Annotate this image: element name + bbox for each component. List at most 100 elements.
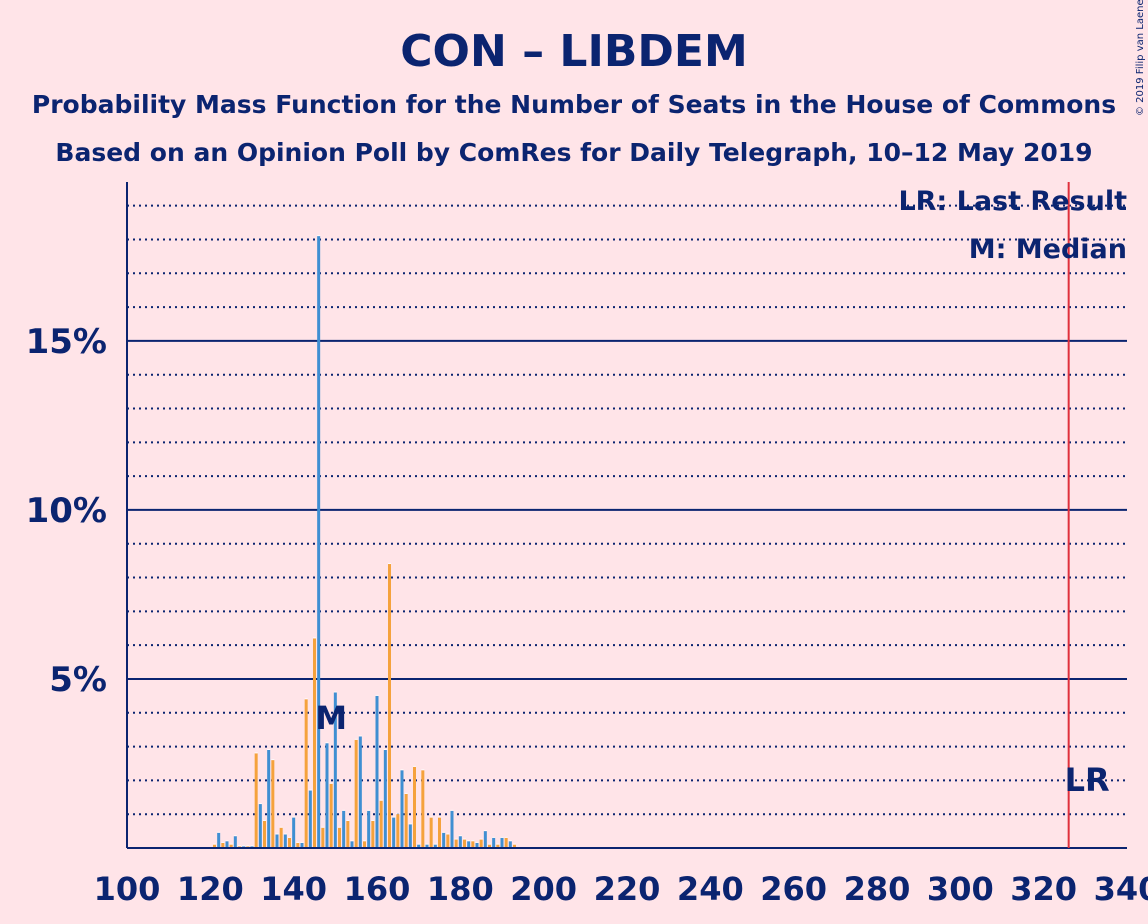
- bar-blue-126: [233, 836, 237, 848]
- bar-orange-161: [379, 800, 383, 848]
- bar-cap-orange-121: [213, 843, 216, 845]
- y-tick-label: 5%: [49, 660, 107, 700]
- bar-cap-orange-167: [404, 792, 408, 794]
- bar-orange-155: [354, 739, 358, 848]
- bar-cap-orange-181: [463, 838, 466, 840]
- bar-orange-131: [254, 753, 258, 848]
- bar-cap-blue-172: [425, 843, 429, 845]
- bar-orange-149: [329, 783, 333, 848]
- bar-cap-orange-157: [363, 840, 366, 842]
- bar-cap-orange-141: [296, 841, 300, 843]
- x-tick-label: 340: [1094, 870, 1148, 908]
- bar-cap-orange-147: [321, 826, 325, 828]
- bar-cap-blue-124: [225, 840, 229, 842]
- bar-cap-orange-131: [254, 752, 258, 754]
- bar-cap-blue-180: [458, 835, 462, 837]
- y-tick-label: 15%: [26, 322, 107, 362]
- bar-cap-blue-174: [433, 843, 437, 845]
- bar-cap-orange-179: [454, 838, 458, 840]
- bar-cap-orange-177: [446, 833, 450, 835]
- chart-subtitle: Probability Mass Function for the Number…: [32, 90, 1116, 119]
- bar-orange-173: [429, 817, 433, 848]
- bar-cap-blue-146: [317, 235, 321, 237]
- bar-cap-orange-135: [271, 759, 275, 761]
- chart-subtitle-source: Based on an Opinion Poll by ComRes for D…: [55, 138, 1092, 167]
- bar-blue-162: [383, 749, 387, 848]
- x-tick-label: 180: [427, 870, 494, 908]
- bar-blue-186: [483, 831, 487, 848]
- x-tick-label: 120: [177, 870, 244, 908]
- bar-blue-156: [358, 736, 362, 848]
- x-tick-label: 260: [760, 870, 827, 908]
- bar-cap-blue-150: [333, 691, 337, 693]
- bar-cap-blue-188: [492, 836, 496, 838]
- bar-cap-blue-140: [292, 816, 296, 818]
- x-tick-label: 160: [344, 870, 411, 908]
- bar-orange-153: [346, 820, 350, 848]
- bar-blue-140: [292, 817, 296, 848]
- bar-blue-174: [433, 844, 437, 848]
- bar-cap-orange-145: [313, 637, 316, 639]
- bar-orange-191: [504, 837, 508, 848]
- bar-cap-orange-139: [288, 836, 291, 838]
- bar-blue-180: [458, 836, 462, 848]
- bar-orange-189: [496, 844, 500, 848]
- bar-orange-157: [363, 841, 366, 848]
- grid-lines: [127, 204, 1127, 816]
- bar-orange-159: [371, 820, 375, 848]
- bar-cap-blue-192: [508, 840, 512, 842]
- bar-cap-blue-128: [242, 845, 246, 847]
- bar-cap-blue-168: [408, 823, 412, 825]
- bar-cap-orange-173: [429, 816, 433, 818]
- bar-cap-orange-149: [329, 782, 333, 784]
- bar-blue-168: [408, 824, 412, 848]
- bar-orange-175: [438, 817, 441, 848]
- bar-blue-160: [375, 695, 379, 848]
- bar-cap-orange-137: [279, 826, 283, 828]
- bar-cap-blue-156: [358, 735, 362, 737]
- legend-last-result: LR: Last Result: [898, 186, 1127, 217]
- bar-orange-133: [263, 820, 266, 848]
- bar-cap-orange-123: [221, 841, 225, 843]
- bar-blue-122: [217, 832, 221, 848]
- bar-cap-blue-170: [417, 843, 421, 845]
- y-tick-label: 10%: [26, 491, 107, 531]
- bar-cap-orange-165: [396, 813, 400, 815]
- bar-cap-blue-176: [442, 831, 446, 833]
- bar-orange-167: [404, 793, 408, 848]
- bar-cap-orange-183: [471, 840, 475, 842]
- bar-blue-188: [492, 837, 496, 848]
- x-tick-label: 200: [510, 870, 577, 908]
- bar-cap-blue-164: [392, 816, 396, 818]
- bar-cap-orange-153: [346, 819, 350, 821]
- bar-orange-135: [271, 760, 275, 848]
- bar-cap-orange-163: [388, 563, 391, 565]
- bar-cap-blue-152: [342, 809, 346, 811]
- bar-blue-176: [442, 832, 446, 848]
- legend-median: M: Median: [969, 234, 1127, 265]
- bar-cap-orange-159: [371, 819, 375, 821]
- bar-orange-163: [388, 564, 391, 848]
- bar-orange-185: [479, 839, 483, 848]
- bar-blue-132: [258, 804, 262, 848]
- bar-orange-151: [338, 827, 341, 848]
- bar-cap-blue-122: [217, 831, 221, 833]
- axes: LR M: [126, 182, 1127, 849]
- bar-cap-blue-182: [467, 840, 471, 842]
- bar-cap-orange-193: [513, 843, 516, 845]
- x-tick-label: 300: [927, 870, 994, 908]
- bar-blue-182: [467, 841, 471, 848]
- bar-cap-orange-191: [504, 836, 508, 838]
- bar-cap-orange-143: [304, 698, 308, 700]
- bar-orange-179: [454, 839, 458, 848]
- bar-cap-orange-171: [421, 769, 425, 771]
- bar-blue-152: [342, 810, 346, 848]
- bar-blue-150: [333, 692, 337, 848]
- bar-cap-orange-129: [246, 845, 250, 847]
- bar-orange-143: [304, 699, 308, 848]
- bar-orange-139: [288, 837, 291, 848]
- median-label: M: [315, 699, 347, 737]
- bar-cap-blue-158: [367, 809, 371, 811]
- bar-cap-blue-144: [308, 789, 312, 791]
- x-tick-label: 140: [260, 870, 327, 908]
